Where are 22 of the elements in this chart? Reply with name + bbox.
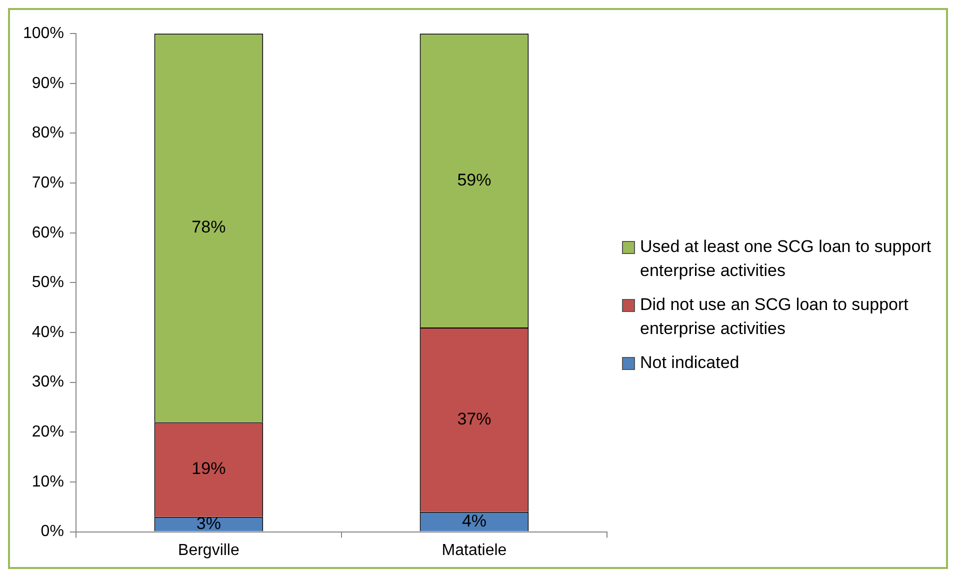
y-tick-label: 60% xyxy=(32,224,64,242)
data-label: 37% xyxy=(457,409,492,428)
data-label: 59% xyxy=(457,170,492,190)
legend-label: Did not use an SCG loan to support enterprise activities xyxy=(640,294,910,340)
y-tick-label: 80% xyxy=(32,124,64,142)
y-tick-label: 0% xyxy=(40,523,64,540)
x-tick-label: Matatiele xyxy=(442,542,507,559)
y-tick-label: 100% xyxy=(23,25,64,42)
y-tick-label: 30% xyxy=(32,374,64,391)
y-tick-label: 90% xyxy=(32,74,64,92)
data-label: 4% xyxy=(462,511,487,530)
y-tick-label: 40% xyxy=(32,324,64,341)
x-tick-label: Bergville xyxy=(178,542,240,559)
data-label: 3% xyxy=(196,514,221,533)
legend-label: Not indicated xyxy=(640,352,740,374)
y-tick-label: 10% xyxy=(32,473,64,490)
data-label: 19% xyxy=(192,459,226,478)
y-tick-label: 20% xyxy=(32,424,64,441)
y-tick-label: 70% xyxy=(32,174,64,192)
data-label: 78% xyxy=(192,218,226,237)
legend-label: Used at least one SCG loan to support enterprise activities xyxy=(640,236,932,282)
y-tick-label: 50% xyxy=(32,274,64,292)
